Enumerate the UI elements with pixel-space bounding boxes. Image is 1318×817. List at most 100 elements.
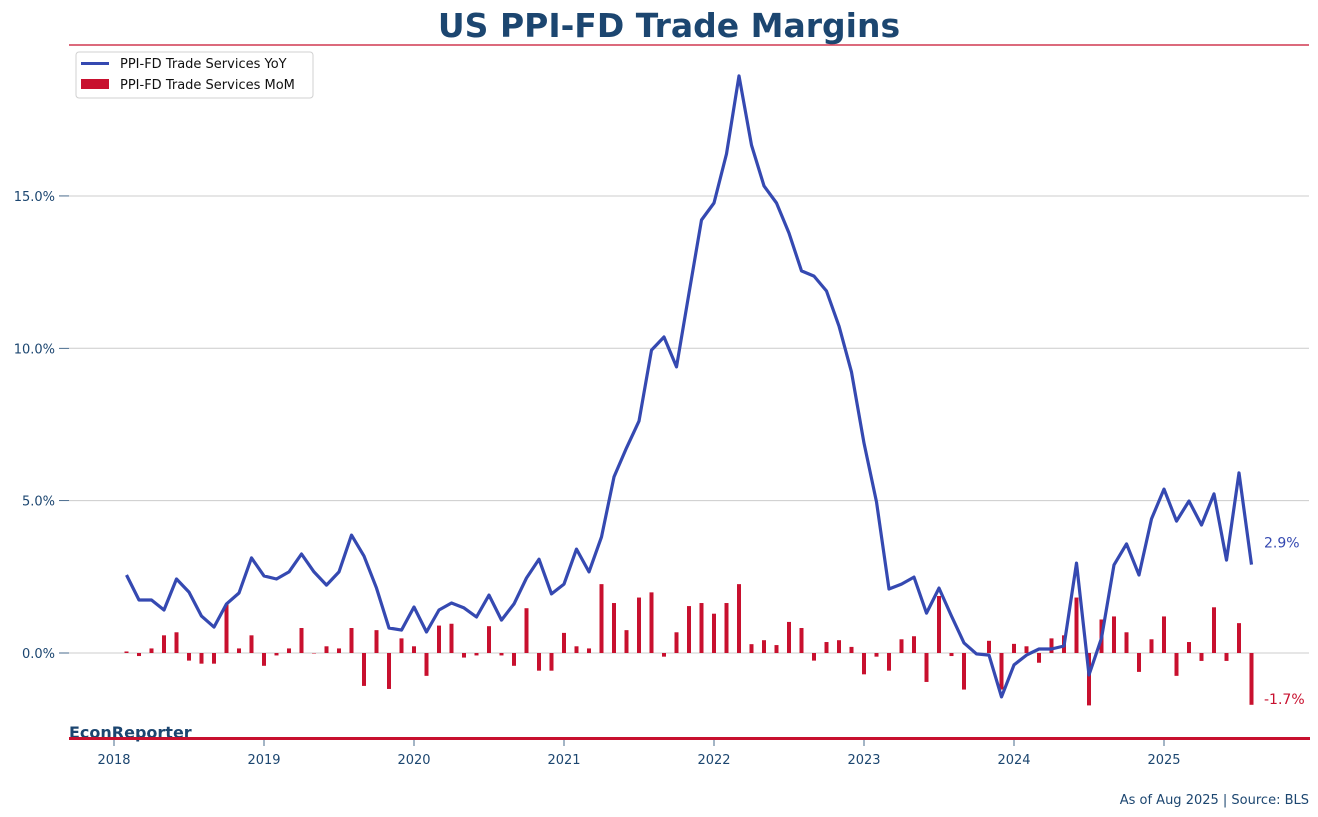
x-tick-label: 2024 [997,753,1030,768]
mom-bar [1224,653,1229,661]
mom-bar [799,628,804,653]
mom-bar [812,653,816,661]
mom-bar [174,632,179,653]
mom-bar [437,625,441,653]
legend-swatch-mom [81,79,109,89]
mom-bar [999,653,1004,690]
mom-bar [987,640,991,653]
mom-bar [749,644,754,653]
x-tick-label: 2021 [547,753,580,768]
mom-bar [1087,653,1091,706]
mom-bar [287,648,291,653]
mom-bar [349,628,354,653]
yoy-end-label: 2.9% [1264,536,1300,552]
mom-bar [387,653,391,689]
mom-bar [1049,638,1054,653]
mom-bar [624,630,629,653]
legend-box [75,51,314,99]
mom-bar [874,653,879,657]
mom-bar [1237,623,1241,653]
mom-bar [837,640,841,653]
legend: PPI-FD Trade Services YoY PPI-FD Trade S… [75,51,314,99]
mom-bar [1012,643,1016,653]
mom-bar [737,584,741,653]
mom-bars [124,584,1254,706]
mom-bar [649,592,654,653]
mom-bar [1212,607,1216,653]
mom-bar [537,653,541,671]
mom-bar [762,640,766,653]
legend-label-mom: PPI-FD Trade Services MoM [120,78,295,93]
mom-bar [149,648,154,653]
yoy-line [125,74,1254,699]
source-note: As of Aug 2025 | Source: BLS [1120,793,1309,808]
mom-bar [712,613,716,653]
mom-bar [824,642,829,653]
mom-bar [324,646,329,653]
x-tick-label: 2018 [97,753,130,768]
mom-bar [912,636,916,653]
mom-bar [162,635,166,653]
mom-bar [1187,642,1191,653]
mom-bar [187,653,191,661]
mom-bar [274,653,279,656]
mom-bar [424,653,429,676]
mom-bar [199,653,204,664]
mom-bar [499,653,504,656]
mom-bar [262,653,266,666]
x-tick-label: 2019 [247,753,280,768]
mom-bar [462,653,466,658]
mom-bar [787,621,791,653]
x-tick-label: 2025 [1147,753,1180,768]
mom-bar [562,632,566,653]
mom-bar [1037,653,1041,663]
mom-bar [862,653,866,675]
mom-bar [687,606,691,653]
mom-bar [599,584,604,653]
gridlines [59,195,1309,654]
mom-bar [1124,632,1129,653]
mom-bar [674,632,679,653]
mom-bar [512,653,516,666]
y-tick-label: 5.0% [22,495,55,510]
mom-bar [574,646,579,653]
mom-bar [412,646,416,653]
mom-bar [337,648,341,653]
mom-bar [612,603,616,653]
mom-bar [1174,653,1179,676]
mom-bar [212,653,216,664]
mom-bar [962,653,966,690]
mom-bar [474,653,479,656]
mom-bar [637,597,641,653]
mom-bar [1199,653,1204,661]
mom-bar [949,653,954,657]
mom-bar [937,596,941,653]
mom-bar [549,653,554,671]
mom-end-label: -1.7% [1264,692,1305,708]
mom-bar [699,603,704,653]
mom-bar [924,653,929,682]
mom-bar [237,648,241,653]
mom-bar [887,653,891,671]
mom-bar [449,623,454,653]
mom-bar [774,645,779,653]
x-tick-label: 2022 [697,753,730,768]
y-tick-label: 15.0% [14,190,55,205]
legend-label-yoy: PPI-FD Trade Services YoY [120,57,287,72]
y-tick-label: 0.0% [22,647,55,662]
x-tick-label: 2023 [847,753,880,768]
mom-bar [124,651,129,653]
mom-bar [224,604,229,653]
mom-bar [1249,653,1254,705]
mom-bar [1074,597,1079,653]
mom-bar [724,603,729,653]
mom-bar [662,653,666,657]
mom-bar [137,653,141,657]
mom-bar [1149,639,1154,653]
chart-title: US PPI-FD Trade Margins [438,6,900,45]
mom-bar [1162,616,1166,653]
mom-bar [899,639,904,653]
mom-bar [587,648,591,653]
y-tick-label: 10.0% [14,342,55,357]
